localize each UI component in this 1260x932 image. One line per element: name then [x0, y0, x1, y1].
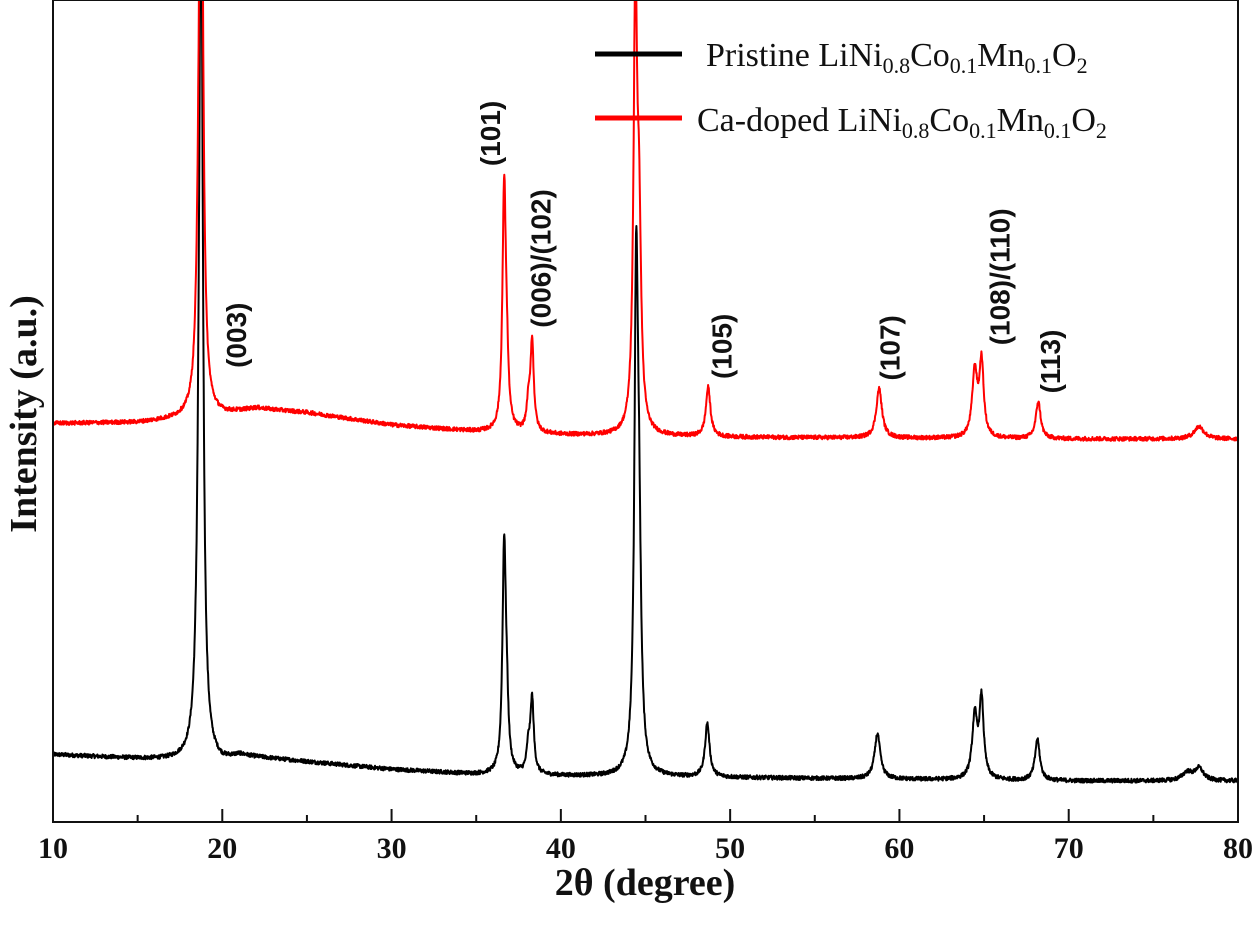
x-ticks: 10 20 30 40 50 60 70 80 — [38, 809, 1253, 865]
x-tick-label: 50 — [715, 832, 745, 865]
peak-label: (003) — [221, 303, 252, 368]
peak-label: (108)/(110) — [984, 208, 1015, 345]
x-tick-label: 10 — [38, 832, 68, 865]
peak-label: (105) — [707, 314, 738, 379]
legend-label-ca-doped: Ca-doped LiNi0.8Co0.1Mn0.1O2 — [697, 102, 1107, 143]
peak-label: (113) — [1035, 330, 1066, 394]
peak-label: (101) — [475, 101, 506, 166]
series-line-ca-doped — [52, 0, 1239, 442]
x-tick-label: 60 — [884, 832, 914, 865]
series-line-pristine — [52, 0, 1239, 784]
x-tick-label: 70 — [1054, 832, 1084, 865]
peak-labels: (003)(101)(006)/(102)(104)(105)(107)(108… — [221, 101, 1066, 394]
x-tick-label: 20 — [207, 832, 237, 865]
x-tick-label: 30 — [377, 832, 407, 865]
x-tick-label: 80 — [1223, 832, 1253, 865]
x-axis-label: 2θ (degree) — [555, 862, 736, 904]
y-axis-label: Intensity (a.u.) — [3, 295, 45, 533]
peak-label: (006)/(102) — [526, 189, 557, 328]
x-tick-label: 40 — [546, 832, 576, 865]
legend-label-pristine: Pristine LiNi0.8Co0.1Mn0.1O2 — [706, 37, 1088, 78]
peak-label: (107) — [874, 315, 905, 380]
legend: Pristine LiNi0.8Co0.1Mn0.1O2 Ca-doped Li… — [595, 37, 1107, 143]
series-layer — [52, 0, 1239, 784]
